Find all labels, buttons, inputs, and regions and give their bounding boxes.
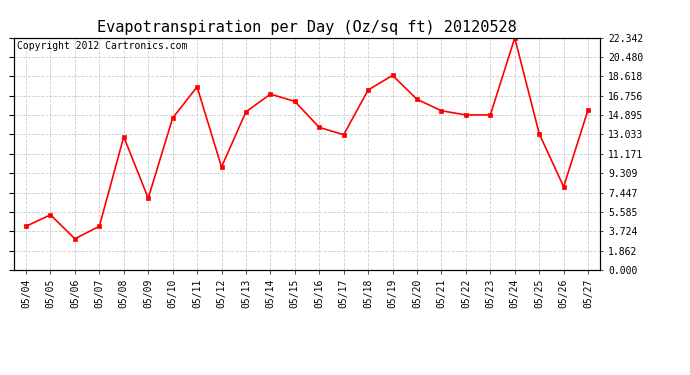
Title: Evapotranspiration per Day (Oz/sq ft) 20120528: Evapotranspiration per Day (Oz/sq ft) 20… (97, 20, 517, 35)
Text: Copyright 2012 Cartronics.com: Copyright 2012 Cartronics.com (17, 41, 187, 51)
